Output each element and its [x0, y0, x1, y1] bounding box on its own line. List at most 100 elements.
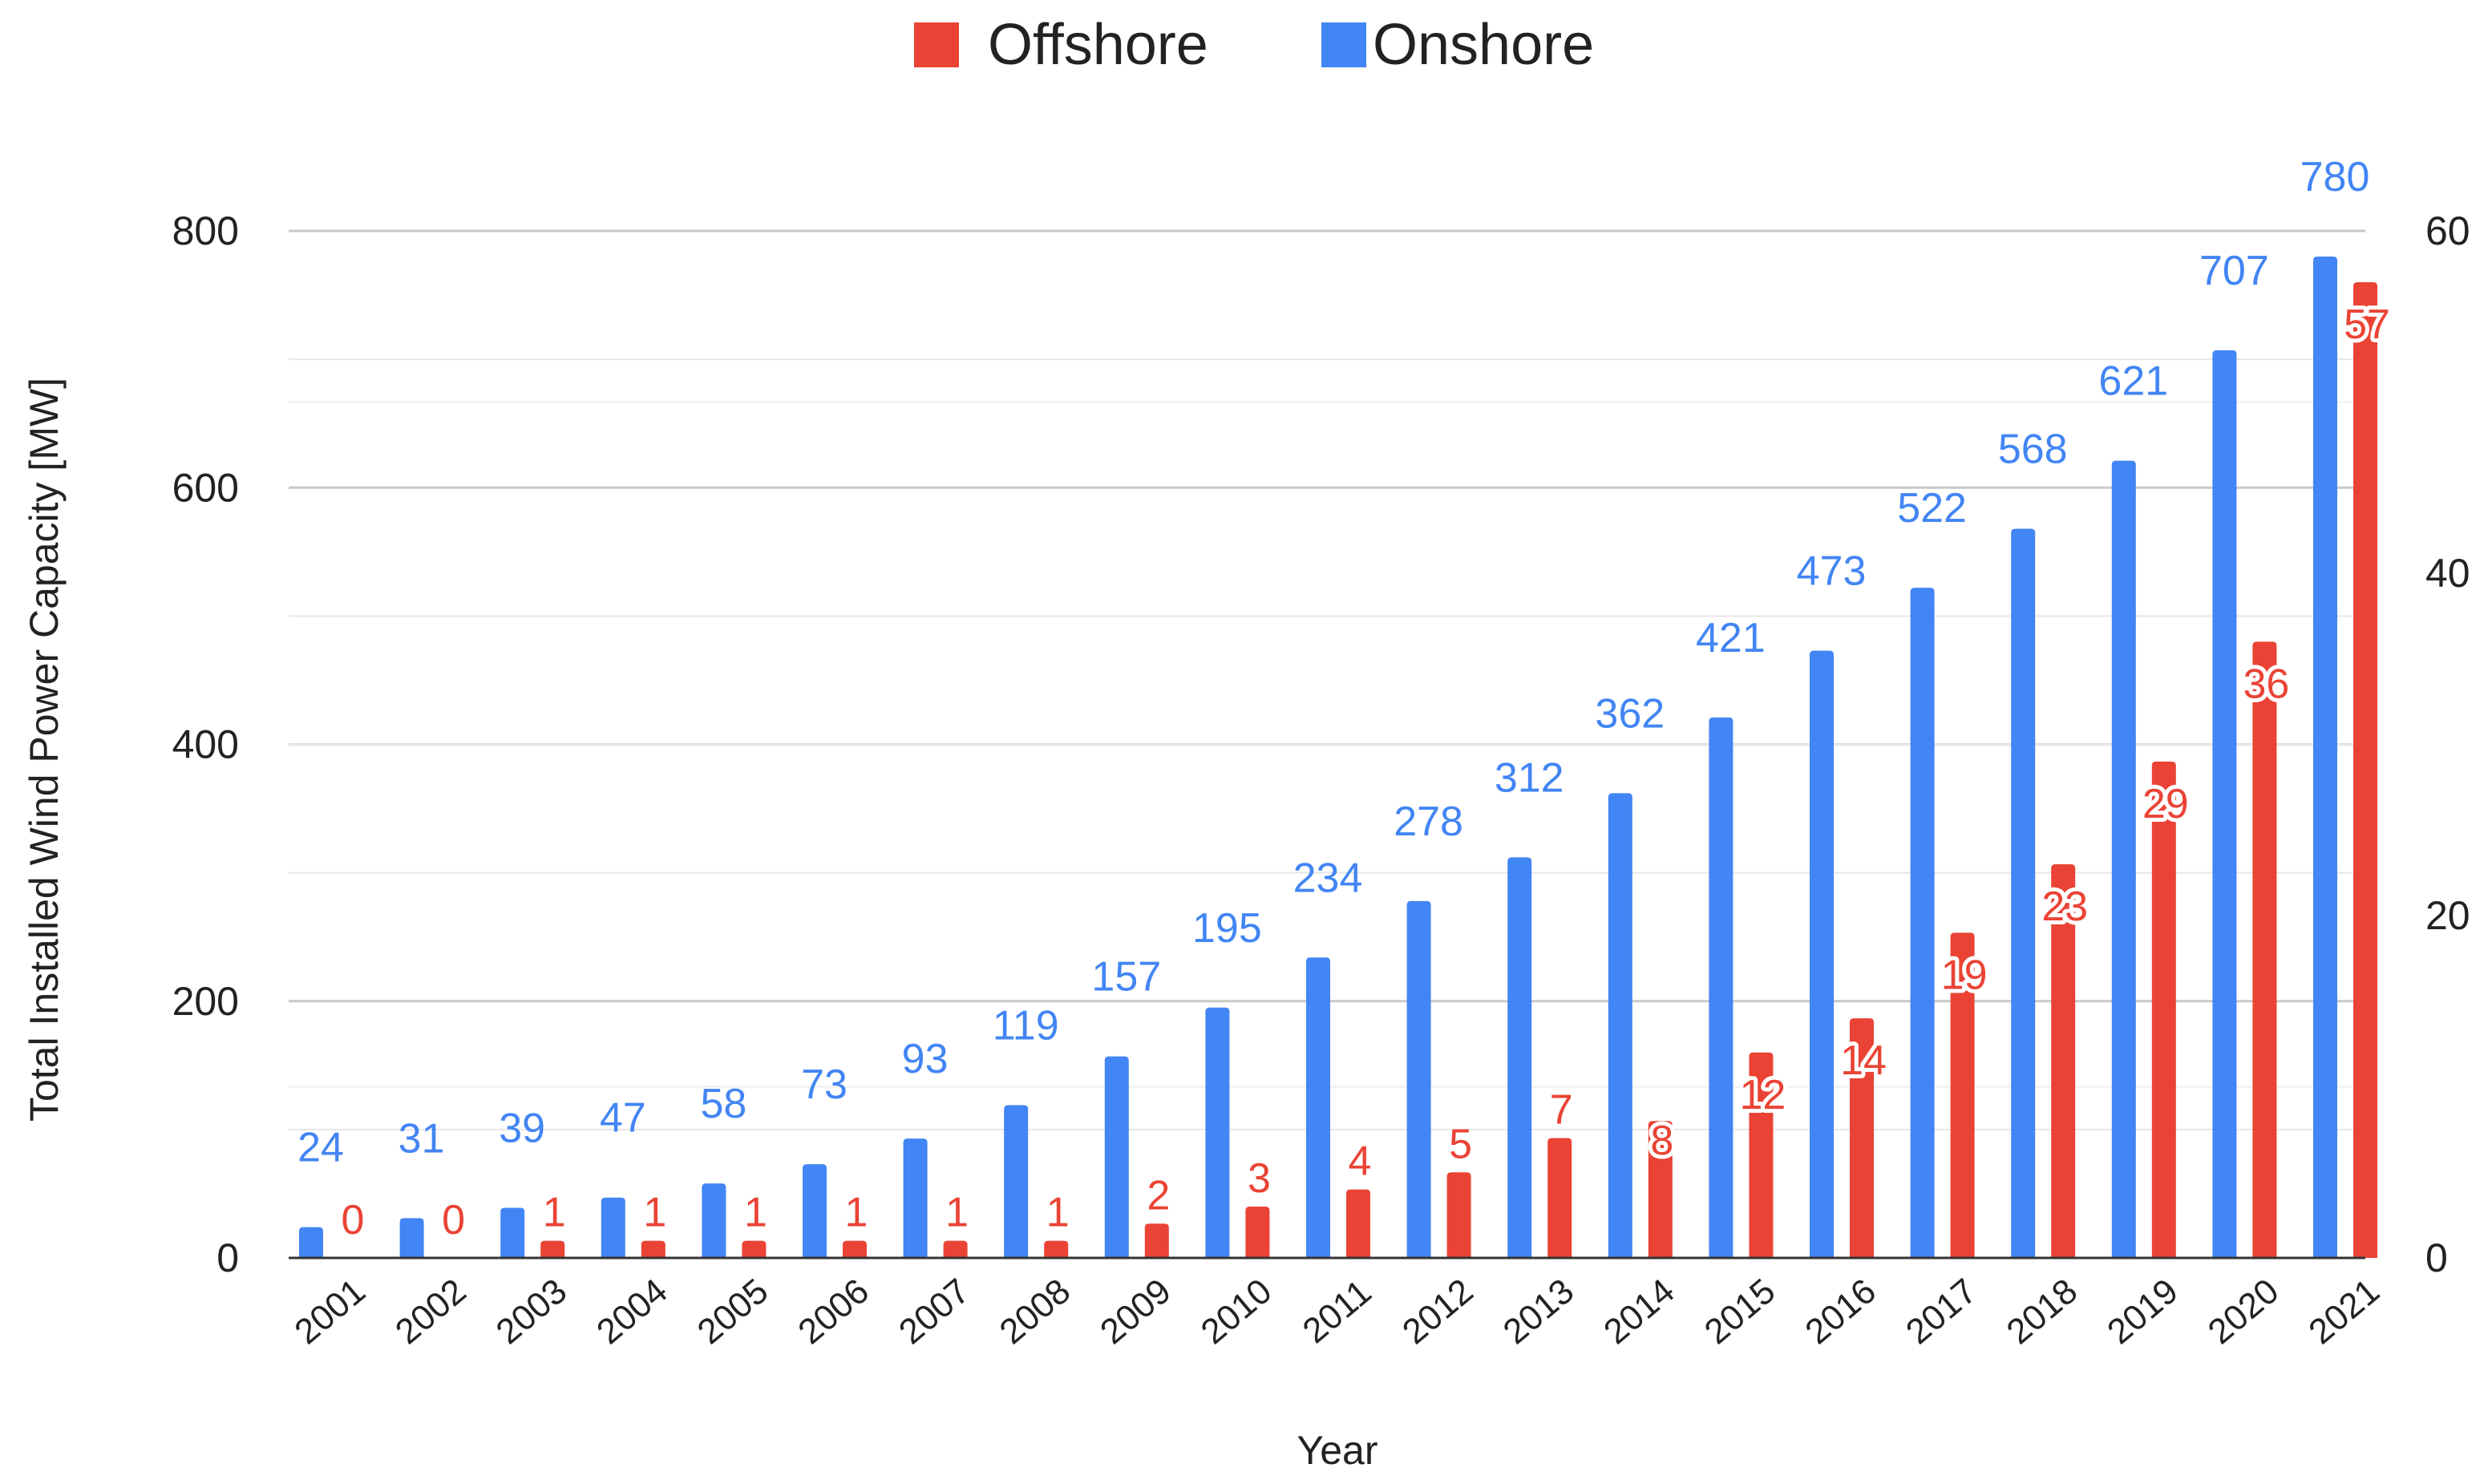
data-label-onshore-2021: 780 [2300, 154, 2370, 200]
data-label-offshore-2001: 0 [342, 1197, 365, 1243]
bar-offshore-2013 [1547, 1138, 1572, 1258]
x-axis-title: Year [1297, 1428, 1378, 1473]
bar-offshore-2019 [2151, 761, 2176, 1258]
y-right-tick-label: 60 [2425, 208, 2470, 253]
bar-onshore-2005 [702, 1183, 726, 1258]
bar-onshore-2016 [1810, 650, 1834, 1258]
legend-swatch-offshore [914, 22, 959, 67]
y-left-tick-label: 600 [172, 465, 239, 510]
y-left-tick-label: 0 [216, 1235, 239, 1280]
data-label-offshore-2011: 4 [1349, 1138, 1372, 1185]
data-label-onshore-2013: 312 [1495, 754, 1564, 801]
data-label-onshore-2011: 234 [1293, 855, 1363, 901]
y-axis-title: Total Installed Wind Power Capacity [MW] [22, 378, 67, 1122]
data-label-onshore-2004: 47 [600, 1095, 646, 1142]
data-label-offshore-2017: 19 [1941, 952, 1988, 998]
bar-onshore-2018 [2011, 528, 2036, 1258]
data-label-offshore-2008: 1 [1046, 1190, 1070, 1236]
data-label-offshore-2009: 2 [1147, 1172, 1170, 1219]
bar-onshore-2014 [1608, 793, 1632, 1258]
bars [299, 257, 2377, 1258]
y-left-tick-label: 200 [172, 979, 239, 1024]
y-right-tick-label: 20 [2425, 893, 2470, 938]
data-label-onshore-2003: 39 [499, 1106, 545, 1152]
data-label-onshore-2012: 278 [1394, 799, 1463, 845]
data-label-offshore-2006: 1 [845, 1190, 868, 1236]
bar-onshore-2012 [1406, 900, 1431, 1258]
data-label-onshore-2001: 24 [297, 1125, 344, 1171]
y-left-tick-label: 400 [172, 722, 239, 767]
bar-offshore-2016 [1850, 1018, 1874, 1258]
data-label-onshore-2009: 157 [1091, 954, 1161, 1001]
bar-offshore-2020 [2252, 641, 2277, 1258]
data-label-offshore-2010: 3 [1248, 1155, 1271, 1202]
bar-onshore-2002 [399, 1218, 424, 1258]
bar-offshore-2011 [1346, 1189, 1370, 1258]
data-label-offshore-2007: 1 [945, 1190, 969, 1236]
data-label-offshore-2021: 57 [2344, 301, 2390, 348]
bar-onshore-2006 [803, 1164, 827, 1258]
data-label-onshore-2007: 93 [902, 1036, 949, 1082]
data-label-offshore-2003: 1 [543, 1190, 566, 1236]
data-label-onshore-2019: 621 [2098, 358, 2168, 405]
bar-onshore-2001 [299, 1227, 323, 1258]
bar-offshore-2021 [2353, 282, 2377, 1258]
y-right-tick-label: 40 [2425, 551, 2470, 596]
y-right-tick-label: 0 [2425, 1235, 2448, 1280]
legend-swatch-onshore [1321, 22, 1366, 67]
data-label-onshore-2015: 421 [1696, 615, 1766, 661]
bar-offshore-2018 [2051, 863, 2076, 1258]
data-label-offshore-2015: 12 [1739, 1072, 1786, 1118]
bar-offshore-2015 [1749, 1052, 1774, 1258]
data-label-onshore-2017: 522 [1897, 485, 1967, 532]
bar-offshore-2004 [641, 1240, 665, 1258]
bar-onshore-2019 [2111, 460, 2136, 1258]
bar-offshore-2005 [742, 1240, 767, 1258]
bar-onshore-2020 [2212, 350, 2237, 1258]
data-label-offshore-2014: 8 [1650, 1118, 1673, 1164]
bar-onshore-2013 [1507, 857, 1532, 1258]
bar-onshore-2017 [1910, 588, 1935, 1258]
legend-label-offshore: Offshore [988, 13, 1208, 77]
bar-offshore-2014 [1648, 1121, 1673, 1258]
data-label-onshore-2006: 73 [801, 1061, 848, 1108]
bar-onshore-2004 [601, 1197, 625, 1258]
data-label-offshore-2004: 1 [643, 1190, 666, 1236]
bar-onshore-2015 [1709, 717, 1734, 1258]
left-axis-ticks: 0 200 400 600 800 [172, 208, 239, 1280]
right-axis-ticks: 0 20 40 60 [2425, 208, 2470, 1280]
data-label-onshore-2002: 31 [398, 1115, 445, 1162]
data-label-offshore-2012: 5 [1449, 1121, 1472, 1167]
bar-onshore-2007 [903, 1138, 928, 1258]
data-label-onshore-2010: 195 [1192, 905, 1262, 952]
data-label-onshore-2008: 119 [993, 1002, 1059, 1049]
data-label-offshore-2019: 29 [2142, 781, 2189, 827]
data-label-onshore-2020: 707 [2199, 248, 2269, 294]
bar-offshore-2009 [1144, 1223, 1169, 1258]
bar-onshore-2008 [1004, 1105, 1029, 1258]
data-label-offshore-2013: 7 [1550, 1087, 1573, 1134]
bar-offshore-2006 [843, 1240, 867, 1258]
data-label-onshore-2014: 362 [1595, 690, 1665, 737]
bar-offshore-2010 [1245, 1206, 1270, 1258]
data-labels: 2403103914715817319311191157219532344278… [297, 154, 2394, 1243]
bar-offshore-2012 [1446, 1172, 1471, 1258]
bar-offshore-2008 [1044, 1240, 1069, 1258]
legend: Offshore Onshore [914, 13, 1594, 77]
bar-onshore-2021 [2313, 257, 2337, 1258]
data-label-offshore-2020: 36 [2243, 661, 2289, 707]
data-label-offshore-2018: 23 [2041, 884, 2088, 930]
data-label-onshore-2018: 568 [1998, 426, 2068, 472]
bar-offshore-2017 [1950, 932, 1975, 1258]
data-label-offshore-2016: 14 [1840, 1037, 1887, 1084]
bar-onshore-2011 [1306, 957, 1330, 1258]
data-label-offshore-2002: 0 [442, 1197, 465, 1243]
bar-onshore-2010 [1205, 1007, 1230, 1258]
data-label-onshore-2016: 473 [1797, 548, 1867, 595]
bar-onshore-2003 [500, 1207, 525, 1258]
data-label-onshore-2005: 58 [700, 1081, 746, 1127]
y-left-tick-label: 800 [172, 208, 239, 253]
legend-label-onshore: Onshore [1373, 13, 1594, 77]
bar-onshore-2009 [1104, 1056, 1129, 1258]
